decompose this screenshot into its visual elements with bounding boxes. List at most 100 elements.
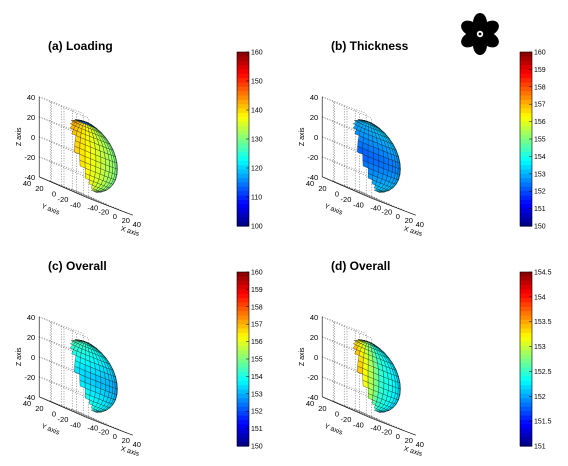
colorbar-segment [520,191,532,197]
colorbar-segment [237,95,249,101]
colorbar-segment [237,293,249,299]
colorbar-segment [520,298,532,304]
surface-patch [397,168,401,175]
chart-panel-3: (c) Overall-40 -20 0 20 40-40-2002040-40-200… [16,259,263,458]
colorbar-segment [520,285,532,290]
colorbar-segment [520,121,532,127]
colorbar-segment [237,169,249,175]
z-tick-label: 40 [310,93,318,102]
colorbar-segment [237,306,249,312]
colorbar-segment [520,212,532,218]
colorbar-segment [520,306,532,312]
y-tick-label: -40 [353,420,364,429]
y-tick-label: 20 [318,184,326,193]
x-tick-label: 40 [416,440,424,449]
colorbar-tick-label: 151 [534,444,546,451]
y-tick-label: 20 [35,184,43,193]
box-edge [322,96,367,114]
colorbar-tick-label: 156 [251,339,263,346]
axes [321,316,416,436]
surface-patch [114,162,118,170]
colorbar-segment [237,208,249,214]
colorbar-segment [520,311,532,317]
colorbar-segment [237,195,249,201]
x-tick-label: 40 [133,220,141,229]
colorbar-segment [520,95,532,101]
colorbar-segment [237,350,249,356]
colorbar: 160 159 158 157 156 155 154 153 152 151 150 [236,270,263,451]
y-tick-label: -20 [58,195,69,204]
x-axis-line [371,418,416,436]
colorbar-tick-label: 157 [534,102,546,109]
colorbar-segment [520,380,532,386]
colorbar-segment [237,389,249,395]
colorbar-segment [237,152,249,157]
colorbar-segment [237,82,249,88]
colorbar: 154.5 154 153.5 153 152.5 152 151.5 151 [519,270,552,451]
x-tick-label: 20 [405,436,413,445]
surface-patch [394,369,399,377]
grid-line [51,401,96,420]
z-tick-label: 20 [310,113,318,122]
x-tick-label: 40 [133,440,141,449]
colorbar-tick-label: 157 [251,322,263,329]
colorbar-segment [520,108,532,114]
grid-line [355,409,405,432]
flower-icon [461,13,499,55]
grid-line [346,407,392,425]
colorbar-segment [237,125,249,131]
colorbar-segment [520,406,532,412]
chart-panel-4: (d) Overall-40 -20 0 20 40-40-2002040-40-200… [299,259,551,458]
colorbar-segment [237,104,249,110]
box-edge [322,96,372,119]
grid-line [39,376,84,394]
colorbar-segment [237,199,249,205]
colorbar-tick-label: 158 [251,304,263,311]
z-tick-label: 40 [27,313,35,322]
colorbar-segment [237,276,249,282]
colorbar-segment [520,367,532,373]
y-tick-label: -40 [353,200,364,209]
colorbar-segment [520,428,532,434]
colorbar-segment [237,52,249,57]
z-axis-label: Z axis [299,347,306,366]
colorbar-segment [237,341,249,347]
x-tick-label: -20 [98,428,109,437]
surface-patch [111,369,116,377]
colorbar-segment [237,298,249,304]
colorbar-segment [520,432,532,438]
colorbar-segment [237,56,249,62]
z-tick-label: 0 [31,353,35,362]
z-tick-label: 0 [314,353,318,362]
z-tick-label: -40 [24,173,35,182]
grid-line [39,156,84,174]
surface-patch [397,382,401,390]
grid-line [334,181,379,200]
y-axis-line [322,396,372,419]
colorbar-segment [520,104,532,110]
colorbar-segment [520,169,532,175]
y-axis-label: Y axis [40,203,61,217]
colorbar-segment [520,165,532,171]
flower-petal [461,20,480,37]
colorbar-segment [237,217,249,223]
colorbar-segment [520,437,532,443]
colorbar-segment [520,195,532,201]
axes [38,316,133,436]
x-tick-label: -40 [370,203,381,212]
surface-patch [397,162,401,170]
colorbar-segment [520,345,532,351]
x-tick-label: -20 [381,208,392,217]
colorbar-tick-label: 152.5 [534,369,552,376]
colorbar-segment [237,363,249,369]
colorbar-segment [520,398,532,404]
chart-panel-1: (a) Loading-40 -20 0 20 40-40-2002040-40-200… [16,39,263,238]
z-axis-label: Z axis [16,127,23,146]
colorbar-segment [237,221,249,227]
colorbar-segment [237,204,249,210]
colorbar-tick-label: 154 [251,374,263,381]
z-tick-label: -40 [24,393,35,402]
y-tick-label: 20 [318,404,326,413]
colorbar-tick-label: 158 [534,84,546,91]
x-axis-line [88,418,133,436]
